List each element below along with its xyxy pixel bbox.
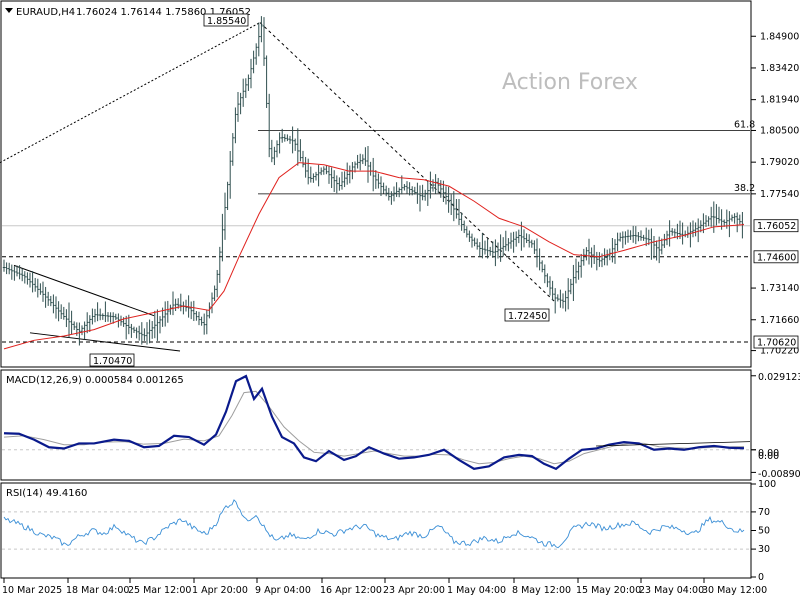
rsi-line	[3, 499, 745, 549]
x-tick-label: 15 May 20:00	[576, 585, 641, 596]
rsi-y-tick-label: 0	[758, 572, 764, 583]
price-box	[753, 335, 799, 349]
x-tick-label: 30 May 12:00	[702, 585, 767, 596]
macd-title: MACD(12,26,9) 0.000584 0.001265	[6, 375, 184, 386]
macd-line	[3, 374, 745, 471]
rsi-plot	[2, 499, 750, 550]
x-tick-label: 16 Apr 12:00	[320, 585, 382, 596]
moving-average-line	[3, 162, 745, 350]
y-tick-label: 1.70220	[760, 346, 799, 357]
rsi-y-tick-label: 100	[758, 479, 776, 490]
rsi-title: RSI(14) 49.4160	[6, 488, 87, 499]
rsi-y-tick-label: 30	[758, 544, 770, 555]
price-box	[753, 219, 799, 233]
ohlc-readout: 1.76024 1.76144 1.75860 1.76052	[76, 7, 251, 18]
price-plot: 61.8 38.2 1.85540 1.72450 1.70470	[0, 13, 755, 367]
price-box-label: 1.74600	[757, 252, 796, 263]
x-tick-label: 23 May 04:00	[639, 585, 704, 596]
macd-y-tick-label: 0.00	[758, 451, 779, 462]
macd-plot	[2, 374, 751, 471]
price-box-label: 1.76052	[757, 221, 796, 232]
watermark: Action Forex	[502, 70, 638, 95]
y-tick-label: 1.80500	[760, 125, 799, 136]
rsi-y-tick-label: 70	[758, 507, 770, 518]
price-box-label: 1.70620	[757, 338, 796, 349]
price-annotation-label: 1.85540	[207, 16, 246, 27]
y-tick-label: 1.83420	[760, 63, 799, 74]
y-tick-label: 1.84900	[760, 31, 799, 42]
macd-signal-line	[3, 390, 745, 465]
fib-label: 61.8	[734, 119, 755, 130]
y-tick-label: 1.79020	[760, 157, 799, 168]
price-box	[753, 250, 799, 264]
trend-line	[259, 22, 557, 304]
macd-trend-line	[595, 441, 751, 447]
wedge-line-upper	[13, 264, 155, 317]
price-annotation-label: 1.70470	[93, 356, 132, 367]
x-tick-label: 9 Apr 04:00	[255, 585, 311, 596]
trend-line	[0, 22, 261, 164]
y-tick-label: 1.81940	[760, 95, 799, 106]
price-annotation-box	[89, 353, 135, 367]
rsi-y-tick-label: 50	[758, 526, 770, 537]
rsi-panel	[0, 482, 752, 579]
y-tick-label: 1.73140	[760, 283, 799, 294]
x-tick-label: 1 May 04:00	[447, 585, 506, 596]
fib-label: 38.2	[734, 183, 755, 194]
x-tick-label: 23 Apr 20:00	[383, 585, 445, 596]
symbol-dropdown-icon[interactable]	[5, 8, 13, 13]
x-tick-label: 1 Apr 20:00	[192, 585, 248, 596]
symbol-label: EURAUD,H4	[16, 7, 75, 18]
wedge-line-lower	[29, 332, 181, 352]
x-tick-label: 18 Mar 04:00	[66, 585, 129, 596]
y-tick-label: 1.71660	[760, 315, 799, 326]
price-annotation-label: 1.72450	[508, 311, 547, 322]
x-tick-label: 10 Mar 2025	[2, 585, 62, 596]
x-tick-label: 8 May 12:00	[512, 585, 571, 596]
y-tick-label: 1.77540	[760, 189, 799, 200]
x-tick-label: 25 Mar 12:00	[128, 585, 191, 596]
price-annotation-box	[203, 13, 249, 27]
macd-y-tick-label: 0.029123	[758, 372, 800, 383]
price-annotation-box	[504, 308, 550, 322]
macd-y-tick-label: 0.00	[758, 448, 779, 459]
macd-panel	[0, 369, 752, 481]
price-panel	[0, 0, 752, 368]
